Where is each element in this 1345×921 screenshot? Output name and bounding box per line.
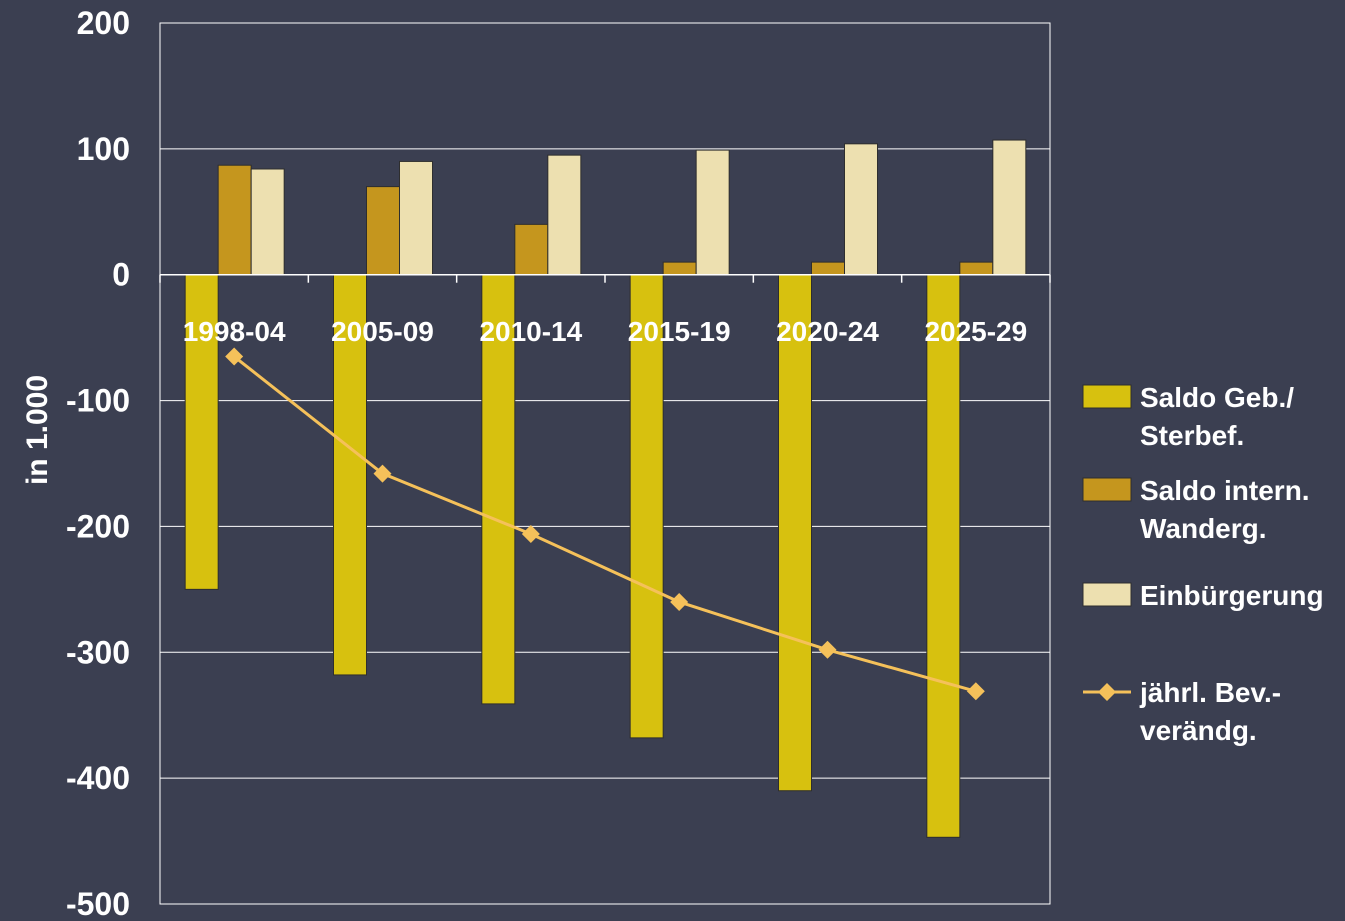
x-tick-label: 2025-29 [924, 316, 1027, 347]
bar [778, 274, 812, 792]
bar [481, 274, 516, 705]
legend-label: Saldo Geb./ [1140, 382, 1294, 413]
y-tick-label: 200 [77, 5, 130, 41]
y-tick-label: -100 [66, 383, 130, 419]
bar [992, 139, 1027, 276]
line-point [373, 464, 392, 483]
x-tick-label: 2015-19 [628, 316, 731, 347]
y-tick-label: -500 [66, 886, 130, 921]
legend: Saldo Geb./ Sterbef. Saldo intern. Wanderg.… [1082, 382, 1324, 746]
legend-label: Saldo intern. [1140, 475, 1310, 506]
grid-lines [160, 22, 1050, 905]
y-tick-label: -300 [66, 634, 130, 670]
x-tick-label: 2020-24 [776, 316, 879, 347]
bar [184, 274, 219, 590]
legend-swatch [1082, 582, 1132, 607]
bar [217, 164, 252, 276]
series-line [233, 355, 977, 693]
line-series [225, 347, 985, 701]
bar [926, 274, 961, 838]
legend-swatch [1082, 477, 1132, 502]
bar [695, 149, 730, 276]
x-tick-label: 1998-04 [183, 316, 286, 347]
bars [184, 139, 1027, 838]
y-tick-label: 0 [112, 257, 130, 293]
x-axis-labels: 1998-04 2005-09 2010-14 2015-19 2020-24 2025-… [183, 316, 1027, 347]
bar [547, 154, 582, 276]
y-tick-label: 100 [77, 131, 130, 167]
x-axis [159, 273, 1051, 283]
bar [959, 261, 994, 276]
legend-swatch [1082, 384, 1132, 409]
legend-label: verändg. [1140, 715, 1257, 746]
legend-label: Wanderg. [1140, 513, 1267, 544]
y-axis-label: in 1.000 [21, 375, 54, 485]
bar [333, 274, 367, 676]
legend-label: jährl. Bev.- [1139, 677, 1281, 708]
bar [366, 186, 400, 276]
bar [844, 143, 878, 276]
legend-label: Sterbef. [1140, 420, 1244, 451]
bar [250, 168, 285, 276]
y-axis: 200 100 0 -100 -200 -300 -400 -500 [66, 5, 130, 921]
x-tick-label: 2005-09 [331, 316, 434, 347]
line-point [966, 682, 985, 701]
y-tick-label: -400 [66, 760, 130, 796]
x-tick-label: 2010-14 [479, 316, 582, 347]
bar [399, 160, 433, 276]
bar [811, 261, 845, 276]
legend-marker [1098, 683, 1116, 701]
plot-area [159, 22, 1051, 905]
line-point [670, 592, 689, 611]
bar [514, 223, 549, 276]
legend-label: Einbürgerung [1140, 580, 1324, 611]
line-point [225, 347, 244, 366]
y-tick-label: -200 [66, 508, 130, 544]
line-point [818, 640, 837, 659]
line-point [521, 524, 540, 543]
bar [629, 274, 664, 739]
bar [662, 261, 697, 276]
